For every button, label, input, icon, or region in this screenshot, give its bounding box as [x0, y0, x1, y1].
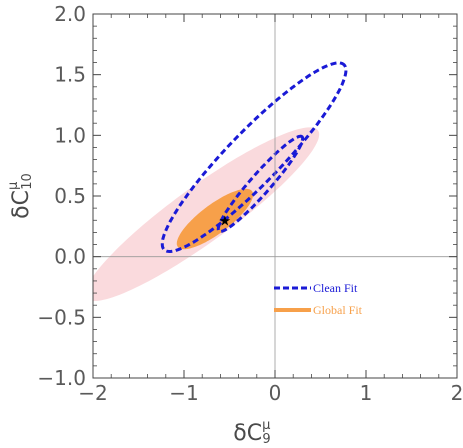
x-tick-label: 2 — [451, 381, 463, 405]
y-axis-title: δCμ10 — [6, 173, 35, 219]
clean-fit-1sigma-region — [216, 134, 305, 233]
y-tick-label: 1.0 — [54, 123, 86, 147]
y-tick-label: 2.0 — [54, 2, 86, 26]
global-fit-legend-label: Global Fit — [313, 303, 363, 317]
x-tick-label: −1 — [169, 381, 198, 405]
x-tick-label: 0 — [269, 381, 282, 405]
legend: Clean Fit Global Fit — [274, 281, 363, 317]
clean-fit-legend-label: Clean Fit — [313, 281, 358, 295]
axis-ticks: −2 −1 0 1 2 −1.0 −0.5 0.0 0.5 1.0 1.5 2.0 — [37, 2, 463, 405]
zero-lines — [93, 14, 457, 378]
fit-regions — [93, 61, 348, 301]
clean-fit-2sigma-region — [160, 61, 348, 254]
x-tick-label: 1 — [360, 381, 373, 405]
y-tick-label: 1.5 — [54, 63, 86, 87]
global-fit-1sigma-region — [176, 188, 254, 250]
svg-text:δCμ10: δCμ10 — [6, 173, 35, 219]
y-tick-label: 0.5 — [54, 184, 86, 208]
best-fit-star: ★ — [219, 213, 232, 229]
y-tick-label: 0.0 — [54, 245, 86, 269]
x-tick-label: −2 — [78, 381, 107, 405]
x-axis-title: δCμ 9 — [233, 418, 270, 447]
y-tick-label: −0.5 — [37, 305, 86, 329]
best-fit-point: ★ — [219, 213, 232, 229]
y-tick-label: −1.0 — [37, 366, 86, 390]
